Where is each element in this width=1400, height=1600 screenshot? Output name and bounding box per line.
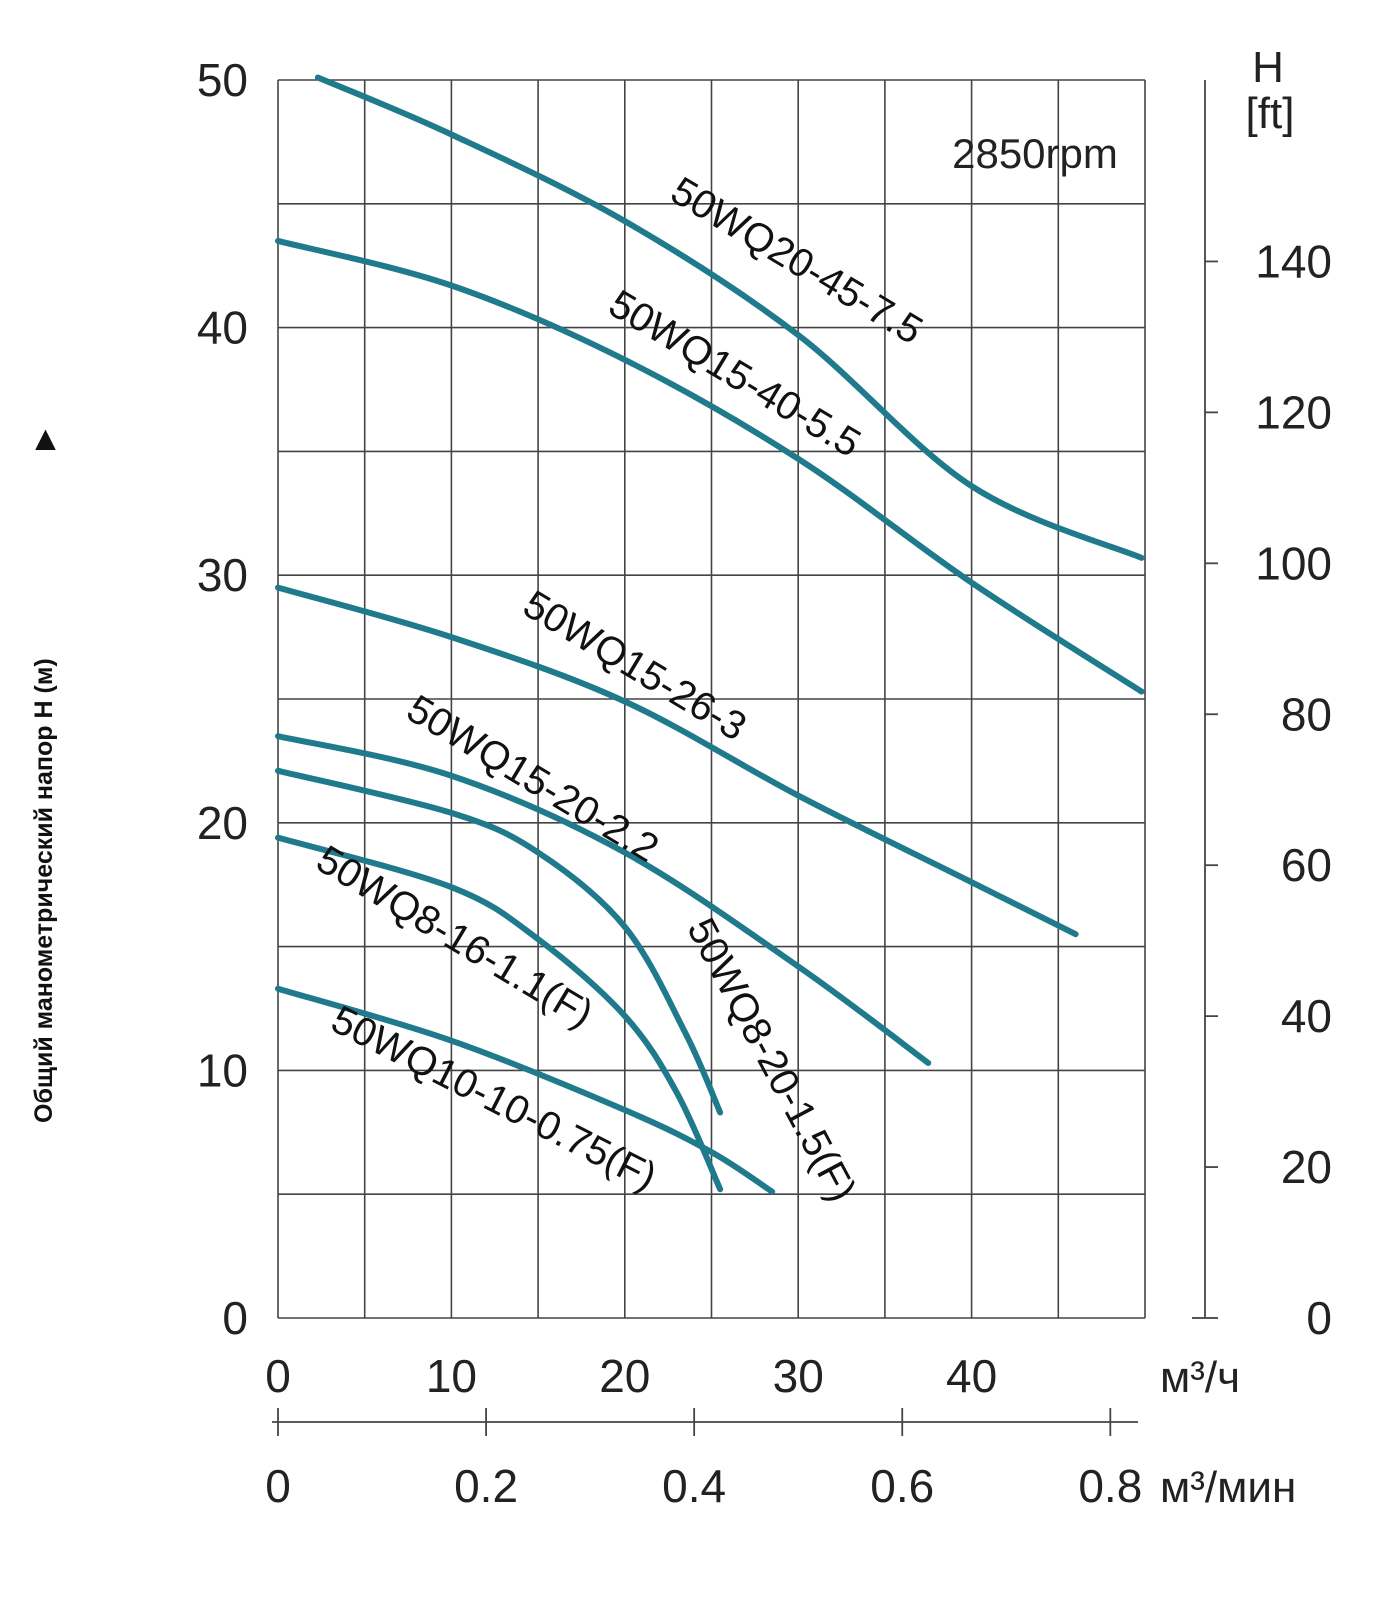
right-tick-label: 0 (1306, 1292, 1332, 1344)
curve-labels: 50WQ20-45-7.550WQ15-40-5.550WQ15-26-350W… (309, 169, 930, 1209)
right-axis-title-ft: [ft] (1246, 89, 1295, 138)
curve-label: 50WQ15-20-2.2 (399, 687, 666, 871)
y-tick-label: 30 (197, 549, 248, 601)
x2-tick-label: 0.4 (662, 1460, 726, 1512)
x-tick-label: 40 (946, 1350, 997, 1402)
curve-label: 50WQ20-45-7.5 (663, 169, 930, 353)
right-tick-label: 20 (1281, 1141, 1332, 1193)
right-tick-label: 80 (1281, 688, 1332, 740)
curve-line (275, 733, 932, 1066)
x2-tick-label: 0.8 (1078, 1460, 1142, 1512)
curve-line (275, 767, 724, 1116)
curve-label: 50WQ15-40-5.5 (601, 282, 868, 466)
x-tick-label: 10 (426, 1350, 477, 1402)
axes: 0 10 20 30 40 50 0 20 40 60 80 100 120 140 0 10 20 30 40 0 0… (197, 54, 1332, 1512)
right-axis-title-h: H (1252, 43, 1284, 92)
y-axis-title: Общий манометрический напор H (м) (30, 658, 58, 1123)
curve-line (275, 985, 776, 1195)
curve-label: 50WQ10-10-0.75(F) (324, 998, 663, 1200)
y-tick-label: 50 (197, 54, 248, 106)
y-tick-label: 40 (197, 302, 248, 354)
curve-label: 50WQ15-26-3 (516, 582, 754, 749)
curve-line (275, 584, 1079, 938)
right-tick-label: 100 (1255, 537, 1332, 589)
right-tick-label: 140 (1255, 235, 1332, 287)
curve-line (275, 834, 724, 1193)
x2-tick-label: 0.2 (454, 1460, 518, 1512)
y-axis-arrow-icon: ▶ (30, 429, 58, 451)
curves (275, 74, 1145, 1195)
rpm-annotation: 2850rpm (952, 130, 1118, 177)
right-tick-label: 120 (1255, 386, 1332, 438)
right-tick-label: 40 (1281, 990, 1332, 1042)
curve-line (275, 237, 1145, 695)
x-tick-label: 20 (599, 1350, 650, 1402)
grid (277, 79, 1146, 1319)
y-tick-label: 0 (222, 1292, 248, 1344)
x-axis-unit-secondary: м³/мин (1160, 1463, 1296, 1512)
x-tick-label: 0 (265, 1350, 291, 1402)
right-tick-label: 60 (1281, 839, 1332, 891)
x-axis-unit-primary: м³/ч (1160, 1353, 1240, 1402)
x2-tick-label: 0.6 (870, 1460, 934, 1512)
y-tick-label: 20 (197, 797, 248, 849)
x-tick-label: 30 (773, 1350, 824, 1402)
curve-line (314, 74, 1145, 561)
x2-tick-label: 0 (265, 1460, 291, 1512)
y-tick-label: 10 (197, 1044, 248, 1096)
